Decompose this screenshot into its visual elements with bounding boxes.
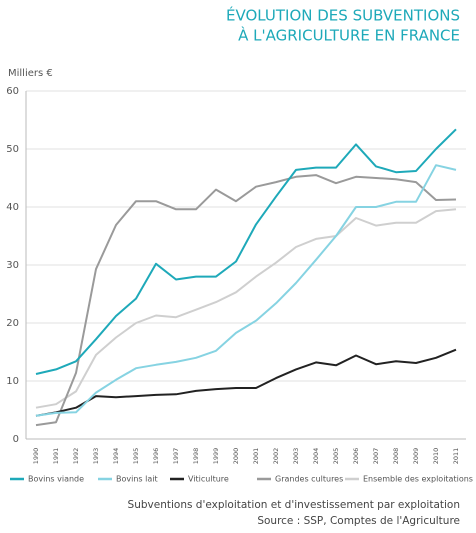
chart-title: ÉVOLUTION DES SUBVENTIONS [226,6,460,25]
legend-label: Grandes cultures [275,475,343,484]
legend-label: Bovins viande [28,475,84,484]
x-tick-label: 2007 [372,448,380,465]
x-tick-label: 2008 [392,448,400,465]
legend-label: Bovins lait [116,475,158,484]
chart-title: À L'AGRICULTURE EN FRANCE [238,26,460,45]
x-tick-label: 1995 [132,448,140,465]
x-tick-label: 2003 [292,448,300,465]
y-tick-label: 40 [6,202,19,213]
y-tick-label: 0 [13,434,19,445]
x-tick-label: 1996 [152,448,160,465]
legend-label: Ensemble des exploitations [363,475,473,484]
x-tick-label: 1999 [212,448,220,465]
y-tick-label: 60 [6,86,19,97]
line-series [35,164,457,417]
footer: Source : SSP, Comptes de l'Agriculture [257,515,460,527]
x-tick-label: 2009 [412,448,420,465]
x-tick-label: 1998 [192,448,200,465]
line-series [35,128,457,375]
x-tick-label: 1994 [112,448,120,465]
line-series [35,348,457,417]
legend-label: Viticulture [188,475,229,484]
x-tick-label: 1992 [72,448,80,465]
x-tick-label: 2010 [432,448,440,465]
x-tick-label: 2000 [232,448,240,465]
footer: Subventions d'exploitation et d'investis… [128,499,460,511]
x-tick-label: 1991 [52,448,60,465]
y-tick-label: 30 [6,260,19,271]
x-tick-label: 2002 [272,448,280,465]
x-tick-label: 2006 [352,448,360,465]
x-tick-label: 1990 [32,448,40,465]
x-tick-label: 1993 [92,448,100,465]
y-tick-label: 10 [6,376,19,387]
x-tick-label: 2001 [252,448,260,465]
x-tick-label: 2005 [332,448,340,465]
x-tick-label: 1997 [172,448,180,465]
y-tick-label: 50 [6,144,19,155]
y-tick-label: 20 [6,318,19,329]
line-series [35,208,457,409]
x-tick-label: 2011 [452,448,460,465]
y-axis-label: Milliers € [8,68,53,79]
x-tick-label: 2004 [312,448,320,465]
line-series [35,174,457,427]
